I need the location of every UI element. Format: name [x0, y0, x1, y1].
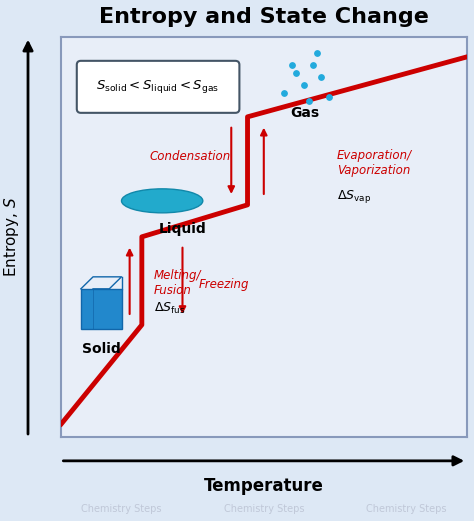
Text: Freezing: Freezing	[199, 278, 249, 291]
Point	[309, 60, 316, 69]
Text: Solid: Solid	[82, 342, 120, 356]
FancyBboxPatch shape	[77, 61, 239, 113]
Y-axis label: Entropy, $S$: Entropy, $S$	[0, 520, 1, 521]
Text: Evaporation/
Vaporization: Evaporation/ Vaporization	[337, 149, 412, 177]
Point	[325, 93, 333, 101]
Text: Condensation: Condensation	[150, 151, 231, 164]
Point	[305, 97, 312, 105]
Text: Entropy, $S$: Entropy, $S$	[2, 196, 21, 277]
Ellipse shape	[121, 189, 203, 213]
Text: Melting/
Fusion: Melting/ Fusion	[154, 269, 201, 297]
FancyBboxPatch shape	[81, 289, 121, 329]
Point	[292, 69, 300, 77]
Point	[280, 89, 288, 97]
Point	[301, 81, 308, 89]
Text: Chemistry Steps: Chemistry Steps	[81, 504, 162, 514]
Text: Gas: Gas	[290, 106, 319, 120]
Text: Liquid: Liquid	[159, 222, 206, 236]
Text: Chemistry Steps: Chemistry Steps	[224, 504, 304, 514]
Text: $S_{\rm solid} < S_{\rm liquid} < S_{\rm gas}$: $S_{\rm solid} < S_{\rm liquid} < S_{\rm…	[96, 78, 220, 95]
Text: $\Delta S_{\rm fus}$: $\Delta S_{\rm fus}$	[154, 301, 185, 316]
Text: Chemistry Steps: Chemistry Steps	[366, 504, 447, 514]
Point	[317, 72, 325, 81]
Text: $\Delta S_{\rm vap}$: $\Delta S_{\rm vap}$	[337, 188, 371, 205]
Point	[313, 48, 320, 57]
Text: Temperature: Temperature	[204, 477, 324, 495]
Point	[289, 60, 296, 69]
Title: Entropy and State Change: Entropy and State Change	[99, 7, 428, 27]
